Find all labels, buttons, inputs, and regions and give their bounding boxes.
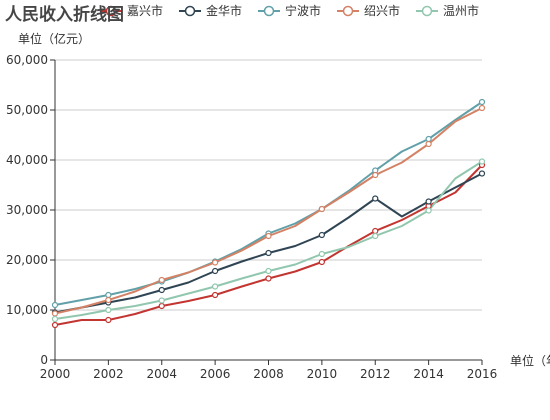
series-lines [54,101,483,326]
data-point [265,232,272,240]
data-point [425,207,432,214]
legend-marker [105,5,117,17]
series-line-4 [54,160,483,320]
chart-title: 人民收入折线图 [5,4,124,25]
x-tick-label: 2014 [413,367,444,381]
data-point [318,231,325,239]
y-tick-label: 30,000 [6,203,48,217]
x-tick-label: 2000 [40,367,71,381]
x-tick-label: 2008 [253,367,284,381]
x-tick-label: 2016 [467,367,498,381]
data-point [105,316,112,324]
data-point [158,276,165,284]
legend-label: 嘉兴市 [127,3,163,18]
legend-label: 宁波市 [285,3,321,18]
data-point [372,232,379,240]
data-point [265,275,272,282]
y-tick-label: 20,000 [6,253,48,267]
x-tick-label: 2012 [360,367,391,381]
data-point [318,250,325,258]
legend-label: 绍兴市 [364,3,400,18]
data-point [51,310,59,317]
data-point [478,104,486,112]
y-tick-label: 10,000 [6,303,48,317]
data-point [318,258,325,266]
data-point [105,306,112,314]
legend-marker [342,5,354,17]
data-point [158,297,165,304]
data-point [212,291,219,299]
data-point [158,286,165,294]
legend-item-0: 嘉兴市 [100,3,163,18]
data-point [105,296,112,304]
data-point [425,135,432,143]
legend-item-1: 金华市 [179,3,242,18]
data-point [372,171,379,179]
data-point [212,267,219,275]
legend-item-3: 绍兴市 [337,3,400,18]
data-point [51,315,59,323]
legend-label: 温州市 [443,3,479,18]
data-point [265,249,272,257]
data-point [212,259,219,266]
y-tick-label: 40,000 [6,153,48,167]
x-tick-label: 2006 [200,367,231,381]
tick-labels: 0 10,000 20,000 30,000 40,000 50,000 60,000 200… [6,53,497,381]
legend: 嘉兴市 金华市 宁波市 绍兴市 温州市 [100,3,479,18]
legend-item-2: 宁波市 [258,3,321,18]
y-tick-label: 60,000 [6,53,48,67]
y-tick-label: 0 [40,353,48,367]
y-axis-label: 单位（亿元） [18,31,90,46]
data-point [425,198,432,205]
data-point [478,98,486,106]
series-line-2 [54,101,483,306]
data-point [478,170,486,177]
data-point [51,301,59,309]
grid-lines [55,59,482,311]
legend-marker [184,5,196,17]
data-point [372,195,379,202]
y-tick-label: 50,000 [6,103,48,117]
data-point [51,321,59,329]
data-point [265,267,272,275]
data-point [212,283,219,290]
data-point [372,227,379,235]
series-points [51,98,486,329]
x-axis-label: 单位（年） [510,353,550,368]
data-point [425,140,432,148]
legend-label: 金华市 [206,3,242,18]
legend-marker [421,5,433,17]
data-point [478,158,486,165]
data-point [158,302,165,310]
x-tick-label: 2010 [307,367,338,381]
data-point [105,291,112,299]
x-tick-label: 2004 [146,367,177,381]
data-point [318,205,325,213]
legend-item-4: 温州市 [416,3,479,18]
x-tick-label: 2002 [93,367,124,381]
legend-marker [263,5,275,17]
